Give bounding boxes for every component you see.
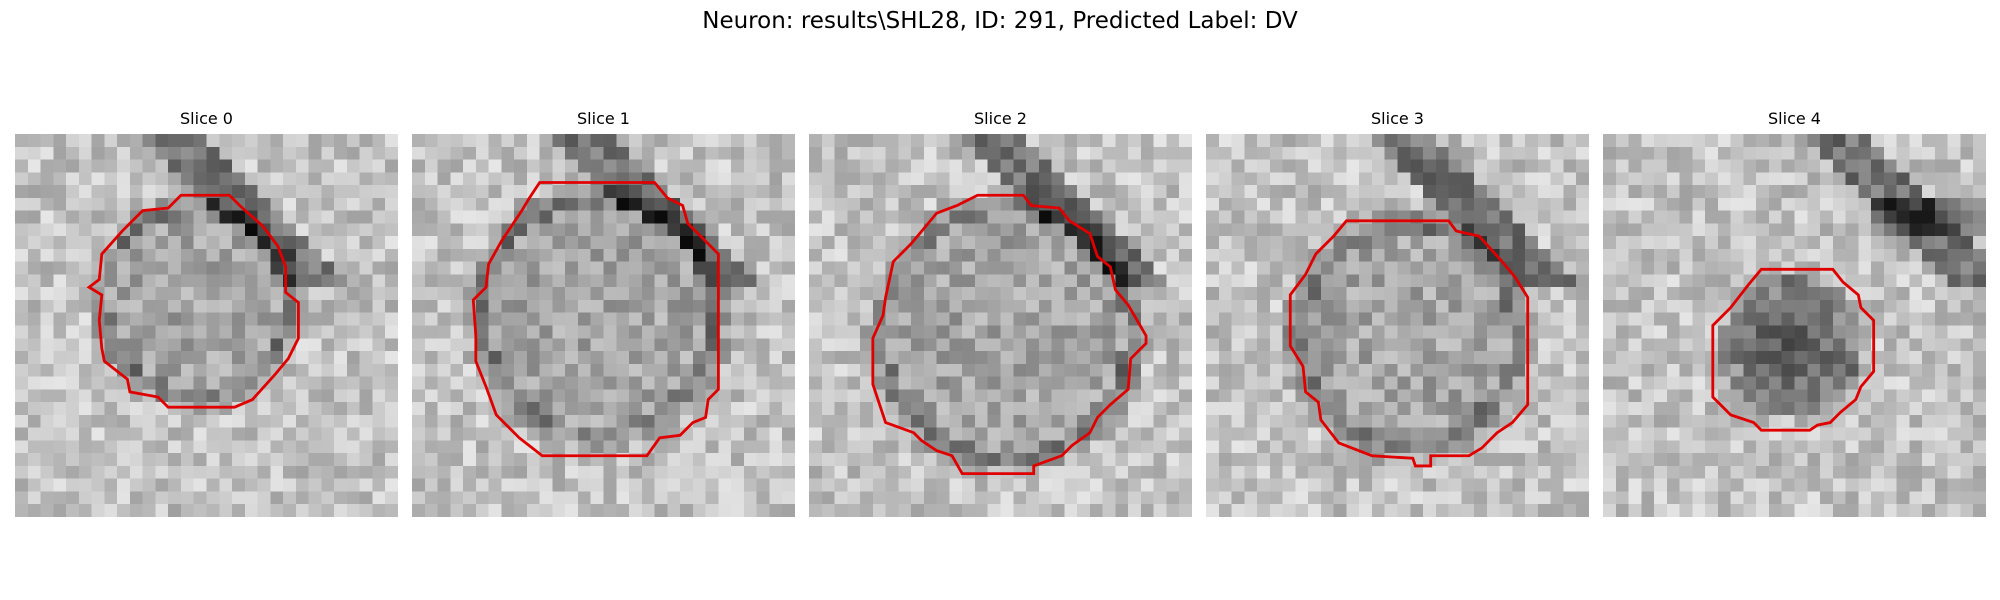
- slice-image: [15, 134, 398, 517]
- pixel-grid: [412, 134, 795, 517]
- panel-title: Slice 1: [577, 109, 630, 128]
- panel-slice-2: Slice 2: [809, 108, 1192, 517]
- slice-image: [412, 134, 795, 517]
- pixel-grid: [1206, 134, 1589, 517]
- cell-contour: [86, 193, 300, 409]
- cell-contour: [1288, 219, 1530, 468]
- panel-slice-0: Slice 0: [15, 108, 398, 517]
- panel-slice-3: Slice 3: [1206, 108, 1589, 517]
- panel-title: Slice 4: [1768, 109, 1821, 128]
- cell-contour: [471, 181, 720, 458]
- slice-image: [809, 134, 1192, 517]
- panel-title: Slice 0: [180, 109, 233, 128]
- panel-title: Slice 2: [974, 109, 1027, 128]
- pixel-grid: [1603, 134, 1986, 517]
- panel-slice-4: Slice 4: [1603, 108, 1986, 517]
- panel-slice-1: Slice 1: [412, 108, 795, 517]
- cell-contour: [871, 193, 1148, 475]
- slice-image: [1206, 134, 1589, 517]
- panel-title: Slice 3: [1371, 109, 1424, 128]
- figure-title: Neuron: results\SHL28, ID: 291, Predicte…: [702, 8, 1298, 34]
- pixel-grid: [809, 134, 1192, 517]
- slice-image: [1603, 134, 1986, 517]
- pixel-grid: [15, 134, 398, 517]
- cell-contour: [1711, 267, 1876, 432]
